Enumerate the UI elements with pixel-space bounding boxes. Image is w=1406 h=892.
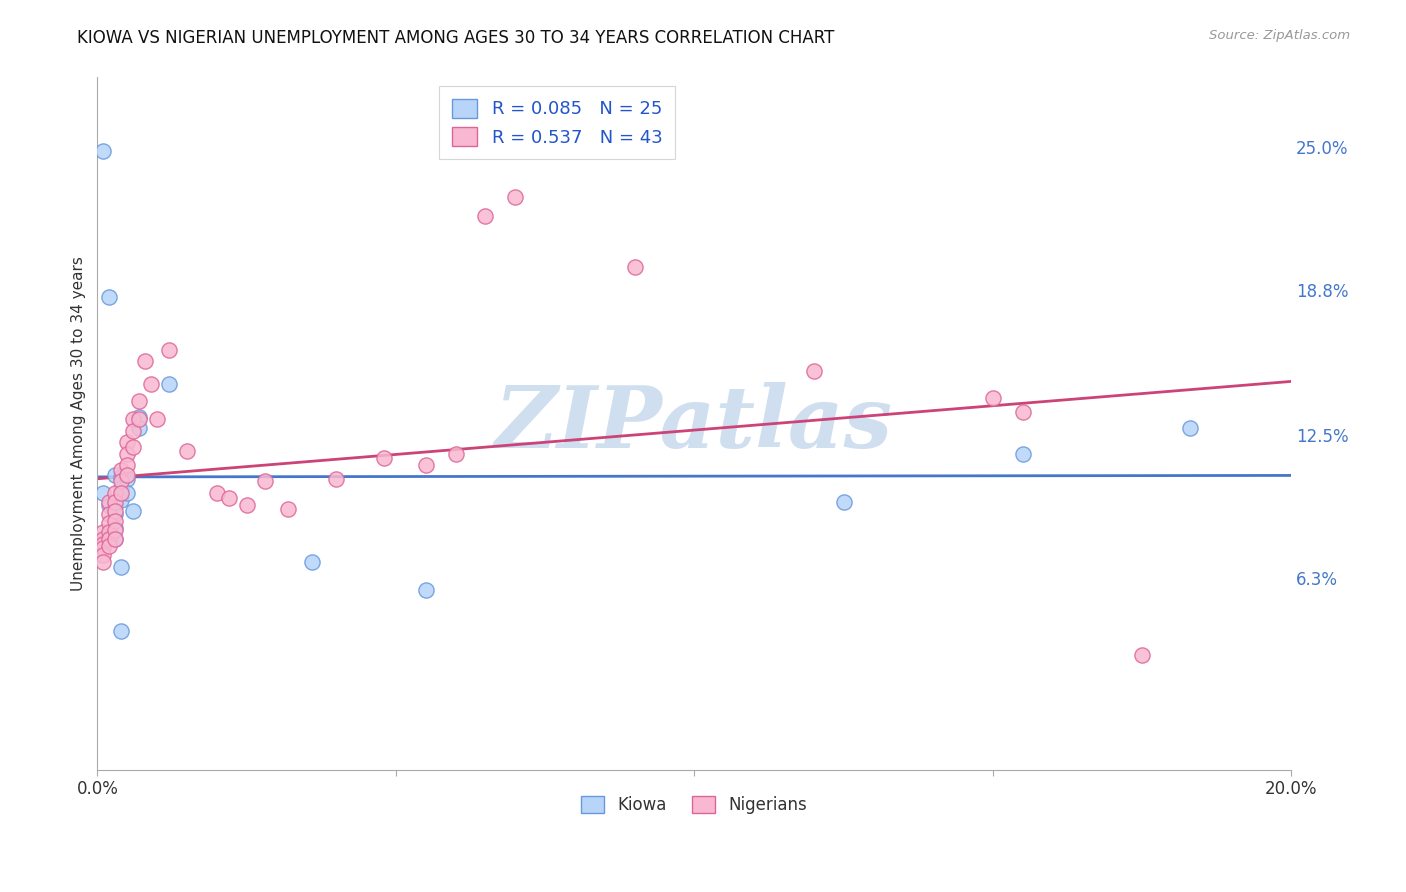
Point bbox=[128, 412, 150, 426]
Point bbox=[146, 412, 169, 426]
Point bbox=[128, 409, 150, 424]
Point bbox=[176, 444, 198, 458]
Point bbox=[115, 467, 138, 482]
Point bbox=[415, 582, 437, 597]
Point bbox=[91, 145, 114, 159]
Point bbox=[104, 467, 127, 482]
Point bbox=[1369, 363, 1392, 377]
Point bbox=[803, 363, 825, 377]
Point bbox=[122, 412, 145, 426]
Point bbox=[623, 260, 645, 274]
Y-axis label: Unemployment Among Ages 30 to 34 years: Unemployment Among Ages 30 to 34 years bbox=[72, 256, 86, 591]
Point bbox=[205, 486, 228, 500]
Point bbox=[104, 504, 127, 518]
Point bbox=[1130, 648, 1153, 662]
Point bbox=[277, 502, 299, 516]
Point bbox=[98, 498, 121, 512]
Point bbox=[91, 541, 114, 556]
Point bbox=[1011, 405, 1033, 419]
Point bbox=[1178, 421, 1201, 435]
Point bbox=[115, 447, 138, 461]
Point bbox=[218, 491, 240, 505]
Point bbox=[98, 532, 121, 546]
Point bbox=[981, 392, 1004, 406]
Text: Source: ZipAtlas.com: Source: ZipAtlas.com bbox=[1209, 29, 1350, 42]
Point bbox=[104, 514, 127, 528]
Point bbox=[128, 421, 150, 435]
Legend: Kiowa, Nigerians: Kiowa, Nigerians bbox=[571, 786, 817, 824]
Point bbox=[832, 495, 855, 509]
Point bbox=[139, 377, 162, 392]
Point bbox=[301, 555, 323, 569]
Point bbox=[503, 190, 526, 204]
Point bbox=[134, 354, 156, 368]
Point bbox=[98, 507, 121, 521]
Point bbox=[104, 520, 127, 534]
Point bbox=[91, 532, 114, 546]
Point bbox=[98, 290, 121, 304]
Point bbox=[157, 377, 180, 392]
Point bbox=[98, 525, 121, 540]
Point bbox=[325, 472, 347, 486]
Point bbox=[98, 539, 121, 553]
Point bbox=[122, 504, 145, 518]
Point bbox=[104, 486, 127, 500]
Point bbox=[110, 481, 132, 495]
Point bbox=[104, 532, 127, 546]
Point bbox=[1011, 447, 1033, 461]
Point bbox=[122, 440, 145, 454]
Text: KIOWA VS NIGERIAN UNEMPLOYMENT AMONG AGES 30 TO 34 YEARS CORRELATION CHART: KIOWA VS NIGERIAN UNEMPLOYMENT AMONG AGE… bbox=[77, 29, 835, 46]
Point bbox=[253, 475, 276, 489]
Point bbox=[110, 475, 132, 489]
Point bbox=[373, 451, 395, 466]
Point bbox=[91, 555, 114, 569]
Point bbox=[104, 498, 127, 512]
Point bbox=[115, 435, 138, 450]
Point bbox=[235, 498, 257, 512]
Point bbox=[104, 495, 127, 509]
Point bbox=[98, 495, 121, 509]
Point bbox=[110, 470, 132, 484]
Point bbox=[91, 549, 114, 563]
Point bbox=[91, 525, 114, 540]
Point bbox=[110, 463, 132, 477]
Point bbox=[91, 537, 114, 551]
Point bbox=[98, 516, 121, 530]
Point bbox=[110, 559, 132, 574]
Point bbox=[474, 209, 496, 223]
Point bbox=[110, 492, 132, 507]
Point bbox=[91, 486, 114, 500]
Point bbox=[104, 507, 127, 521]
Point bbox=[110, 486, 132, 500]
Point bbox=[104, 523, 127, 537]
Point bbox=[115, 458, 138, 473]
Point bbox=[122, 424, 145, 438]
Point bbox=[415, 458, 437, 473]
Text: ZIPatlas: ZIPatlas bbox=[495, 382, 893, 466]
Point bbox=[157, 343, 180, 357]
Point bbox=[115, 472, 138, 486]
Point bbox=[110, 624, 132, 639]
Point bbox=[104, 532, 127, 546]
Point bbox=[444, 447, 467, 461]
Point bbox=[128, 393, 150, 408]
Point bbox=[115, 486, 138, 500]
